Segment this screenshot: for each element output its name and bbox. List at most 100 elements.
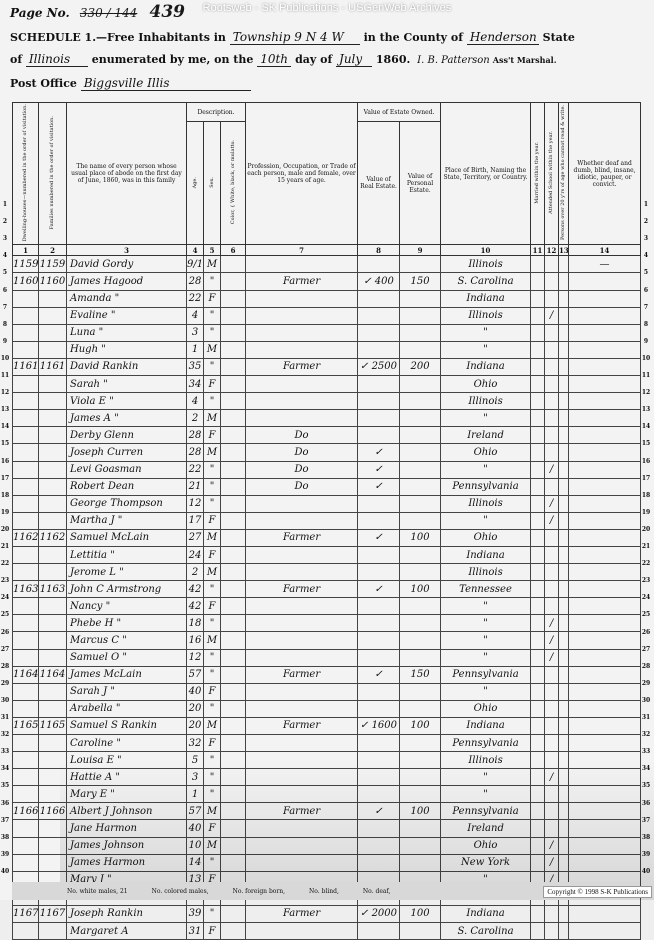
cell-occupation: [245, 922, 359, 940]
cell-married: [530, 528, 546, 547]
cell-dwelling: 1162: [12, 528, 39, 547]
line-number: 14: [641, 423, 651, 431]
line-number: 35: [640, 782, 652, 789]
page-number-value: 439: [149, 2, 185, 22]
table-row: Margaret A 31 F S. Carolina: [12, 922, 642, 940]
colored-males: No. colored males,: [151, 887, 209, 895]
cell-dwelling: [12, 409, 39, 428]
cell-personal-estate: [399, 443, 442, 462]
page-number: Page No. 330 / 144 439: [10, 2, 185, 22]
cell-school: [544, 545, 560, 565]
cell-school: [544, 597, 560, 616]
col-occupation: Profession, Occupation, or Trade of each…: [245, 101, 359, 246]
table-row: Robert Dean 21 " Do ✓ Pennsylvania: [12, 477, 642, 496]
cell-occupation: Farmer: [245, 528, 359, 547]
line-number: 7: [643, 303, 649, 311]
cell-real-estate: [357, 511, 401, 530]
cell-name: David Rankin: [66, 357, 187, 377]
cell-deaf: [568, 375, 642, 394]
column-number: 9: [399, 244, 442, 257]
cell-age: 3: [186, 323, 204, 342]
line-number: 2: [2, 218, 8, 226]
cell-dwelling: [12, 460, 39, 479]
column-number: 5: [203, 244, 221, 257]
line-number: 4: [643, 252, 649, 260]
line-number: 25: [0, 611, 10, 619]
cell-dwelling: 1164: [12, 665, 39, 684]
cell-birthplace: ": [440, 597, 532, 616]
cell-age: 24: [186, 545, 204, 565]
cell-dwelling: [12, 853, 39, 872]
cell-personal-estate: [399, 545, 442, 565]
cell-family: [38, 614, 67, 633]
cell-birthplace: Illinois: [440, 563, 532, 582]
cell-age: 22: [186, 460, 204, 479]
line-number: 35: [0, 782, 10, 790]
cell-birthplace: Illinois: [440, 494, 532, 513]
cell-illiterate: [558, 682, 570, 701]
cell-real-estate: ✓: [357, 580, 401, 599]
cell-sex: ": [203, 357, 221, 377]
blind: No. blind,: [309, 887, 339, 895]
cell-birthplace: S. Carolina: [440, 922, 532, 940]
cell-dwelling: [12, 494, 39, 513]
column-number: 13: [558, 244, 570, 257]
cell-sex: ": [203, 306, 221, 325]
cell-dwelling: 1163: [12, 580, 39, 599]
cell-personal-estate: [399, 682, 442, 701]
line-number: 4: [2, 252, 8, 260]
cell-dwelling: [12, 785, 39, 804]
line-number: 17: [641, 474, 651, 482]
cell-sex: F: [203, 597, 221, 616]
cell-personal-estate: 100: [399, 904, 442, 924]
cell-real-estate: [357, 306, 401, 325]
line-number: 16: [641, 457, 651, 465]
cell-occupation: [245, 306, 359, 325]
table-row: Marcus C " 16 M " /: [12, 631, 642, 650]
line-number: 12: [0, 389, 10, 397]
cell-birthplace: Ireland: [440, 426, 532, 445]
post-office-label: Post Office: [10, 77, 77, 90]
cell-birthplace: Ohio: [440, 375, 532, 394]
cell-family: [38, 477, 67, 496]
cell-age: 39: [186, 904, 204, 924]
line-number: 9: [643, 337, 649, 345]
cell-color: [219, 665, 247, 684]
cell-illiterate: [558, 409, 570, 428]
cell-name: John C Armstrong: [66, 580, 187, 599]
cell-personal-estate: [399, 426, 442, 445]
cell-age: 28: [186, 443, 204, 462]
cell-real-estate: ✓: [357, 443, 401, 462]
white-males: No. white males, 21: [67, 887, 128, 895]
cell-sex: F: [203, 289, 221, 308]
cell-school: [544, 682, 560, 701]
copyright: Copyright © 1998 S-K Publications: [543, 886, 652, 898]
cell-real-estate: [357, 922, 401, 940]
cell-family: [38, 922, 67, 940]
cell-occupation: Farmer: [245, 665, 359, 684]
cell-real-estate: ✓: [357, 528, 401, 547]
cell-age: 21: [186, 477, 204, 496]
table-row: James Johnson10MOhio/: [12, 836, 642, 855]
cell-occupation: Do: [245, 426, 359, 445]
line-number: 26: [0, 628, 10, 636]
cell-name: Nancy ": [66, 597, 187, 616]
line-number: 25: [641, 611, 651, 619]
line-number: 15: [641, 440, 651, 448]
cell-color: [219, 648, 247, 667]
cell-illiterate: [558, 443, 570, 462]
cell-personal-estate: [399, 289, 442, 308]
cell-color: [219, 477, 247, 496]
cell-real-estate: [357, 733, 401, 753]
cell-color: [219, 699, 247, 718]
cell-personal-estate: [399, 375, 442, 394]
cell-color: [219, 563, 247, 582]
cell-sex: M: [203, 528, 221, 547]
cell-name: Hugh ": [66, 340, 187, 359]
cell-color: [219, 733, 247, 753]
cell-married: [530, 306, 546, 325]
line-number: 22: [0, 560, 10, 568]
cell-name: Samuel S Rankin: [66, 716, 187, 736]
table-row: James Harmon14"New York/: [12, 853, 642, 872]
